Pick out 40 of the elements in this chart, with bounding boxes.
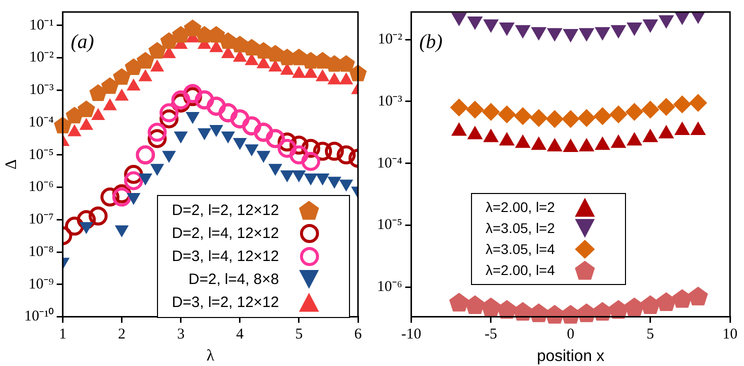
y-tick-label: 10⁻⁹ [28, 276, 54, 292]
annotation: (b) [419, 31, 443, 53]
x-tick-label: 5 [646, 326, 654, 343]
y-tick-label: 10⁻⁴ [376, 155, 402, 172]
x-tick-label: 10 [722, 326, 738, 343]
x-axis-title: position x [536, 348, 604, 365]
legend-label: λ=3.05, l=4 [486, 241, 555, 258]
x-axis-title: λ [206, 348, 214, 365]
y-tick-label: 10⁻⁶ [28, 179, 54, 196]
legend-label: D=2, l=2, 12×12 [172, 202, 279, 219]
y-axis-title: Δ [2, 159, 20, 170]
x-tick-label: 1 [58, 326, 66, 343]
legend-label: λ=3.05, l=2 [486, 220, 555, 236]
x-tick-label: 3 [177, 326, 185, 343]
y-tick-label: 10⁻⁵ [28, 146, 54, 163]
y-tick-label: 10⁻² [378, 32, 403, 48]
y-tick-label: 10⁻⁶ [376, 278, 402, 295]
y-tick-label: 10⁻² [29, 50, 54, 66]
y-tick-label: 10⁻⁸ [28, 244, 54, 260]
legend-label: D=2, l=4, 8×8 [188, 270, 279, 288]
y-tick-label: 10⁻³ [29, 82, 54, 98]
x-tick-label: 2 [118, 326, 126, 343]
y-tick-label: 10⁻⁴ [28, 114, 54, 130]
x-tick-label: 4 [236, 326, 244, 343]
legend-label: λ=2.00, l=2 [486, 199, 555, 216]
y-tick-label: 10⁻¹ [29, 17, 54, 34]
x-tick-label: -10 [401, 326, 422, 343]
x-tick-label: -5 [484, 326, 498, 343]
y-tick-label: 10⁻¹⁰ [24, 308, 54, 325]
legend-label: D=3, l=2, 12×12 [172, 294, 279, 311]
legend-label: λ=2.00, l=4 [486, 262, 555, 278]
legend-label: D=2, l=4, 12×12 [172, 224, 279, 242]
y-tick-label: 10⁻⁷ [28, 212, 54, 228]
x-tick-label: 0 [566, 326, 574, 343]
legend-label: D=3, l=4, 12×12 [172, 248, 279, 265]
y-tick-label: 10⁻⁵ [376, 217, 402, 234]
annotation: (a) [70, 31, 94, 53]
x-tick-label: 6 [354, 326, 362, 343]
x-tick-label: 5 [295, 326, 303, 343]
y-tick-label: 10⁻³ [378, 93, 403, 110]
